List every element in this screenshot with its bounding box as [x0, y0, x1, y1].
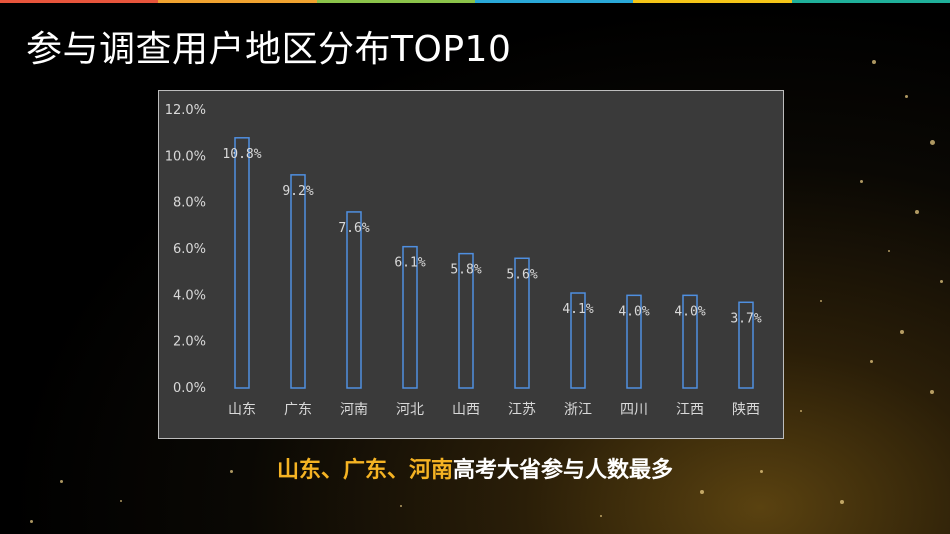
sparkle-dot — [930, 140, 935, 145]
data-label: 4.1% — [562, 302, 593, 317]
y-tick-label: 4.0% — [173, 288, 206, 303]
data-label: 10.8% — [222, 147, 261, 162]
data-label: 5.8% — [450, 263, 481, 278]
caption-highlight: 山东、广东、河南 — [276, 458, 453, 483]
category-label: 山西 — [452, 402, 480, 418]
bar — [514, 257, 530, 389]
bar — [458, 252, 474, 389]
sparkle-dot — [840, 500, 844, 504]
category-label: 广东 — [284, 402, 312, 418]
category-label: 河南 — [340, 402, 368, 418]
slide-caption: 山东、广东、河南高考大省参与人数最多 — [0, 452, 950, 484]
data-label: 7.6% — [338, 221, 369, 236]
data-label: 9.2% — [282, 184, 313, 199]
bar — [290, 174, 306, 389]
strip-segment — [633, 0, 792, 3]
sparkle-dot — [870, 360, 873, 363]
y-tick-label: 2.0% — [173, 335, 206, 350]
data-label: 6.1% — [394, 256, 425, 271]
top-color-strip — [0, 0, 950, 3]
sparkle-dot — [888, 250, 890, 252]
category-label: 江苏 — [508, 402, 536, 418]
sparkle-dot — [230, 470, 233, 473]
sparkle-dot — [760, 470, 763, 473]
data-label: 5.6% — [506, 267, 537, 282]
y-tick-label: 6.0% — [173, 242, 206, 257]
sparkle-dot — [930, 390, 934, 394]
category-label: 山东 — [228, 402, 256, 418]
bar — [570, 292, 586, 389]
slide-title: 参与调查用户地区分布TOP10 — [26, 29, 512, 70]
bar — [346, 211, 362, 389]
strip-segment — [0, 0, 159, 3]
bar-chart: 0.0% 2.0% 4.0% 6.0% 8.0% 10.0% 12.0% 10.8% 山东 9.2… — [158, 90, 784, 439]
sparkle-dot — [915, 210, 919, 214]
data-label: 4.0% — [618, 304, 649, 319]
sparkle-dot — [700, 490, 704, 494]
data-label: 3.7% — [730, 311, 761, 326]
bar-chart-svg: 0.0% 2.0% 4.0% 6.0% 8.0% 10.0% 12.0% 10.8% 山东 9.2… — [165, 103, 762, 418]
data-label: 4.0% — [674, 304, 705, 319]
y-tick-label: 10.0% — [165, 149, 206, 164]
sparkle-dot — [60, 480, 63, 483]
bar — [234, 137, 250, 389]
sparkle-dot — [120, 500, 122, 502]
sparkle-dot — [600, 515, 602, 517]
strip-segment — [316, 0, 475, 3]
bar — [682, 294, 698, 389]
sparkle-dot — [800, 410, 802, 412]
bar — [402, 245, 418, 389]
strip-segment — [158, 0, 317, 3]
sparkle-dot — [900, 330, 904, 334]
category-label: 江西 — [676, 402, 704, 418]
sparkle-dot — [872, 60, 876, 64]
y-tick-label: 12.0% — [165, 103, 206, 118]
y-tick-label: 8.0% — [173, 196, 206, 211]
sparkle-dot — [905, 95, 908, 98]
strip-segment — [791, 0, 950, 3]
bar — [738, 301, 754, 389]
category-label: 陕西 — [732, 402, 760, 418]
sparkle-dot — [400, 505, 402, 507]
sparkle-dot — [860, 180, 863, 183]
category-label: 河北 — [396, 402, 424, 418]
y-tick-label: 0.0% — [173, 381, 206, 396]
strip-segment — [474, 0, 634, 3]
sparkle-dot — [30, 520, 33, 523]
sparkle-dot — [940, 280, 943, 283]
sparkle-dot — [820, 300, 822, 302]
category-label: 浙江 — [564, 402, 592, 418]
category-label: 四川 — [620, 402, 648, 418]
caption-text: 高考大省参与人数最多 — [453, 458, 674, 483]
bar — [626, 294, 642, 389]
